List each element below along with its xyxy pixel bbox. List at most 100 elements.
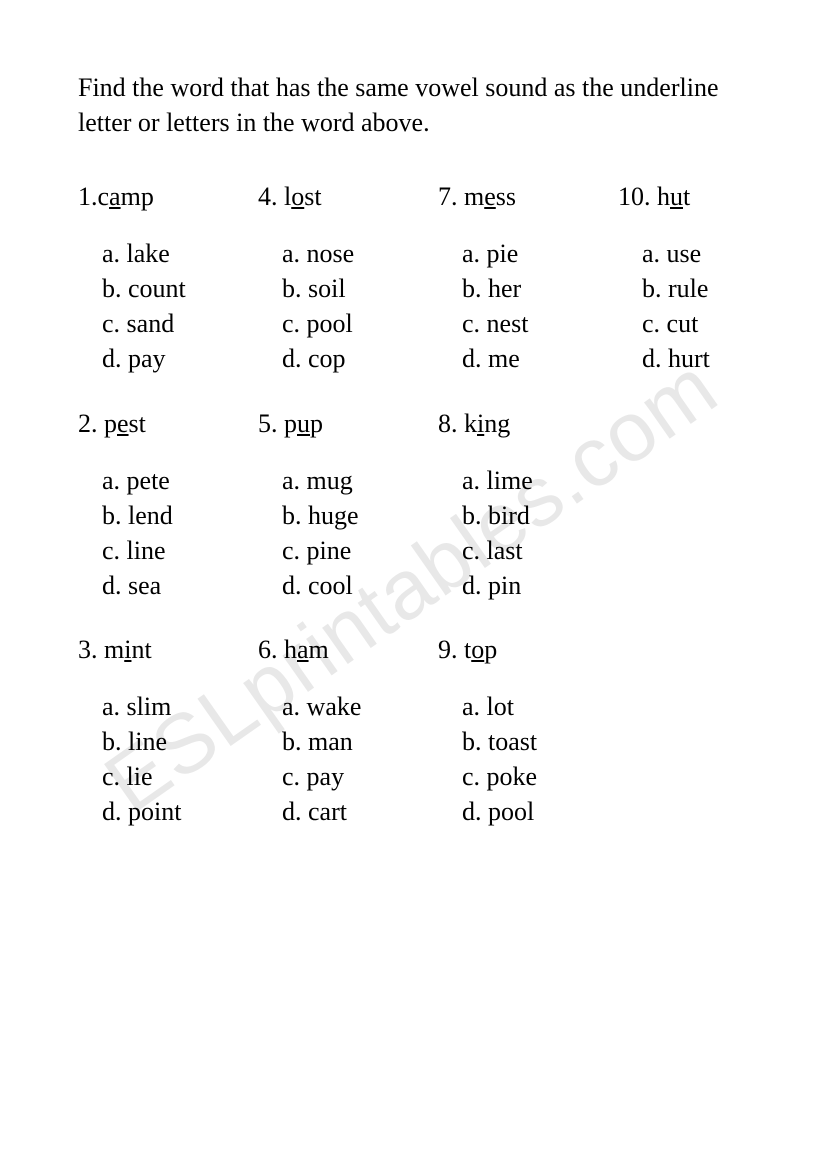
option-text: lime (487, 466, 533, 495)
word-prefix: m (98, 635, 125, 664)
option-letter: c. (102, 309, 127, 338)
option-letter: b. (282, 274, 308, 303)
answer-option: b. huge (282, 498, 438, 533)
option-text: slim (127, 692, 172, 721)
question-word: 10. hut (618, 182, 798, 212)
option-text: nose (307, 239, 355, 268)
worksheet-content: Find the word that has the same vowel so… (78, 70, 743, 861)
answer-option: c. last (462, 533, 618, 568)
word-underlined-vowel: a (297, 635, 309, 664)
answer-option: b. lend (102, 498, 258, 533)
word-underlined-vowel: o (291, 182, 304, 211)
word-underlined-vowel: u (670, 182, 683, 211)
answer-option: b. her (462, 271, 618, 306)
answer-option: c. sand (102, 306, 258, 341)
option-letter: b. (282, 501, 308, 530)
question-number: 9. (438, 635, 458, 664)
answer-option: c. pay (282, 759, 438, 794)
option-letter: a. (282, 466, 307, 495)
option-letter: c. (642, 309, 667, 338)
option-letter: d. (102, 571, 128, 600)
question-block: 2. pesta. peteb. lendc. lined. sea (78, 409, 258, 603)
option-text: count (128, 274, 186, 303)
question-word: 2. pest (78, 409, 258, 439)
word-suffix: p (310, 409, 323, 438)
option-text: her (488, 274, 521, 303)
question-block: 6. hama. wakeb. manc. payd. cart (258, 635, 438, 829)
question-word: 5. pup (258, 409, 438, 439)
option-text: pie (487, 239, 519, 268)
answer-option: d. me (462, 341, 618, 376)
word-prefix: p (98, 409, 118, 438)
answer-option: d. cart (282, 794, 438, 829)
question-number: 7. (438, 182, 458, 211)
option-text: pete (127, 466, 170, 495)
word-suffix: p (484, 635, 497, 664)
option-letter: d. (282, 571, 308, 600)
option-text: line (128, 727, 167, 756)
question-block: 3. minta. slimb. linec. lied. point (78, 635, 258, 829)
option-letter: b. (642, 274, 668, 303)
option-text: pay (128, 344, 166, 373)
answer-option: d. pay (102, 341, 258, 376)
option-text: bird (488, 501, 530, 530)
option-letter: b. (102, 727, 128, 756)
option-letter: c. (102, 536, 127, 565)
question-word: 1.camp (78, 182, 258, 212)
question-word: 6. ham (258, 635, 438, 665)
word-suffix: mp (121, 182, 154, 211)
option-text: rule (668, 274, 708, 303)
option-letter: d. (282, 344, 308, 373)
option-letter: b. (102, 501, 128, 530)
answer-option: c. poke (462, 759, 618, 794)
question-word: 9. top (438, 635, 618, 665)
question-number: 1. (78, 182, 98, 211)
option-text: wake (307, 692, 362, 721)
word-underlined-vowel: e (484, 182, 496, 211)
word-prefix: l (278, 182, 292, 211)
answer-option: c. cut (642, 306, 798, 341)
option-letter: c. (282, 309, 307, 338)
answer-option: a. mug (282, 463, 438, 498)
option-text: lend (128, 501, 173, 530)
option-text: toast (488, 727, 537, 756)
word-prefix: c (98, 182, 110, 211)
answer-option: a. lot (462, 689, 618, 724)
option-text: pool (307, 309, 353, 338)
option-letter: d. (102, 797, 128, 826)
question-number: 8. (438, 409, 458, 438)
option-text: cart (308, 797, 347, 826)
option-letter: d. (462, 571, 488, 600)
question-block: 4. losta. noseb. soilc. poold. cop (258, 182, 438, 376)
option-text: hurt (668, 344, 710, 373)
option-letter: a. (282, 239, 307, 268)
option-text: last (487, 536, 523, 565)
option-letter: c. (462, 762, 487, 791)
answer-option: a. lime (462, 463, 618, 498)
answer-option: a. slim (102, 689, 258, 724)
question-column: 4. losta. noseb. soilc. poold. cop5. pup… (258, 182, 438, 861)
option-text: cop (308, 344, 346, 373)
option-text: lot (487, 692, 514, 721)
option-letter: b. (102, 274, 128, 303)
answer-option: d. hurt (642, 341, 798, 376)
answer-option: d. sea (102, 568, 258, 603)
question-block: 10. huta. useb. rulec. cutd. hurt (618, 182, 798, 376)
option-letter: d. (462, 797, 488, 826)
word-suffix: st (129, 409, 146, 438)
question-number: 5. (258, 409, 278, 438)
word-underlined-vowel: a (109, 182, 121, 211)
answer-option: c. nest (462, 306, 618, 341)
word-suffix: m (309, 635, 329, 664)
answer-option: b. man (282, 724, 438, 759)
word-suffix: t (683, 182, 690, 211)
option-letter: c. (102, 762, 127, 791)
word-prefix: h (278, 635, 298, 664)
answer-option: a. wake (282, 689, 438, 724)
word-prefix: t (458, 635, 472, 664)
option-letter: d. (282, 797, 308, 826)
question-column: 7. messa. pieb. herc. nestd. me8. kinga.… (438, 182, 618, 861)
answer-option: a. nose (282, 236, 438, 271)
option-letter: a. (462, 466, 487, 495)
instructions-text: Find the word that has the same vowel so… (78, 70, 743, 140)
